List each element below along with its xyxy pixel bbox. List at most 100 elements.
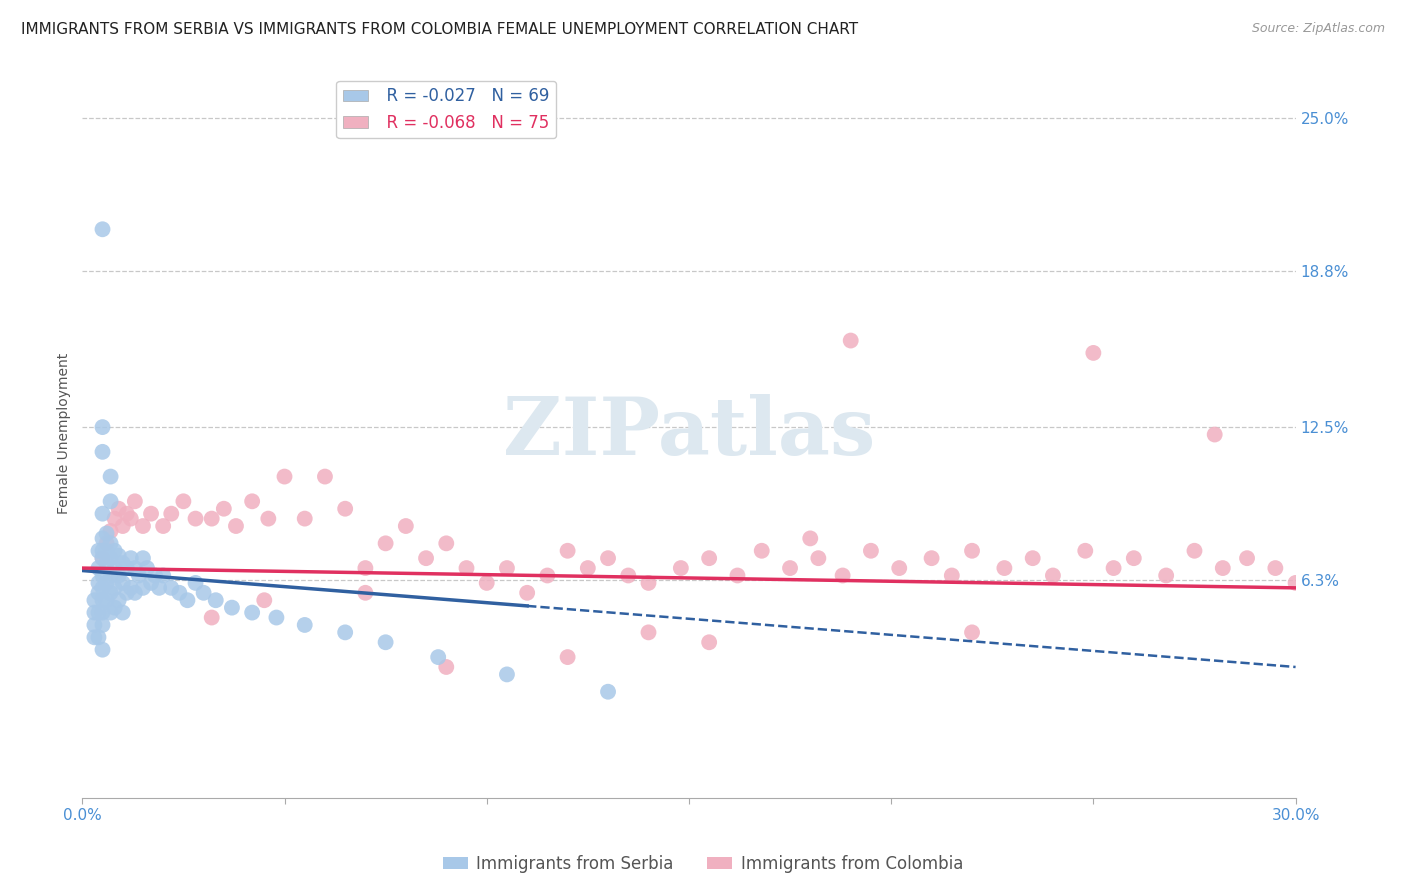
Point — [496, 667, 519, 681]
Point — [374, 635, 396, 649]
Point — [87, 543, 110, 558]
Point — [91, 222, 114, 236]
Point — [91, 420, 114, 434]
Point — [557, 543, 579, 558]
Point — [176, 593, 198, 607]
Text: ZIPatlas: ZIPatlas — [503, 394, 875, 472]
Point — [1236, 551, 1258, 566]
Point — [1102, 561, 1125, 575]
Point — [100, 524, 122, 538]
Point — [617, 568, 640, 582]
Point — [266, 610, 288, 624]
Point — [96, 593, 118, 607]
Point — [132, 519, 155, 533]
Point — [136, 561, 159, 575]
Point — [253, 593, 276, 607]
Point — [839, 334, 862, 348]
Point — [143, 568, 166, 582]
Point — [111, 556, 134, 570]
Point — [941, 568, 963, 582]
Point — [120, 581, 142, 595]
Point — [104, 600, 127, 615]
Point — [91, 606, 114, 620]
Point — [496, 561, 519, 575]
Point — [921, 551, 943, 566]
Point — [1021, 551, 1043, 566]
Point — [374, 536, 396, 550]
Point — [576, 561, 599, 575]
Point — [1154, 568, 1177, 582]
Point — [139, 575, 162, 590]
Y-axis label: Female Unemployment: Female Unemployment — [58, 352, 72, 514]
Point — [395, 519, 418, 533]
Point — [87, 586, 110, 600]
Point — [87, 561, 110, 575]
Point — [100, 536, 122, 550]
Point — [96, 556, 118, 570]
Point — [83, 630, 105, 644]
Point — [240, 494, 263, 508]
Point — [889, 561, 911, 575]
Point — [160, 507, 183, 521]
Point — [91, 642, 114, 657]
Point — [807, 551, 830, 566]
Point — [83, 606, 105, 620]
Point — [120, 511, 142, 525]
Point — [751, 543, 773, 558]
Point — [184, 575, 207, 590]
Point — [91, 593, 114, 607]
Point — [415, 551, 437, 566]
Point — [87, 630, 110, 644]
Point — [96, 536, 118, 550]
Point — [193, 586, 215, 600]
Point — [152, 568, 174, 582]
Point — [87, 575, 110, 590]
Point — [100, 469, 122, 483]
Point — [91, 568, 114, 582]
Point — [294, 618, 316, 632]
Point — [115, 586, 138, 600]
Point — [273, 469, 295, 483]
Point — [139, 507, 162, 521]
Point — [107, 593, 129, 607]
Point — [115, 561, 138, 575]
Point — [96, 526, 118, 541]
Point — [240, 606, 263, 620]
Point — [111, 575, 134, 590]
Point — [132, 581, 155, 595]
Point — [124, 561, 146, 575]
Point — [83, 618, 105, 632]
Point — [596, 551, 619, 566]
Point — [831, 568, 853, 582]
Point — [354, 561, 377, 575]
Point — [212, 501, 235, 516]
Legend:   R = -0.027   N = 69,   R = -0.068   N = 75: R = -0.027 N = 69, R = -0.068 N = 75 — [336, 80, 557, 138]
Point — [91, 507, 114, 521]
Point — [204, 593, 226, 607]
Point — [354, 586, 377, 600]
Point — [83, 593, 105, 607]
Point — [115, 507, 138, 521]
Point — [184, 511, 207, 525]
Point — [333, 625, 356, 640]
Point — [960, 543, 983, 558]
Point — [314, 469, 336, 483]
Point — [152, 519, 174, 533]
Point — [1184, 543, 1206, 558]
Point — [434, 536, 457, 550]
Point — [257, 511, 280, 525]
Point — [201, 511, 224, 525]
Text: IMMIGRANTS FROM SERBIA VS IMMIGRANTS FROM COLOMBIA FEMALE UNEMPLOYMENT CORRELATI: IMMIGRANTS FROM SERBIA VS IMMIGRANTS FRO… — [21, 22, 858, 37]
Point — [172, 494, 194, 508]
Point — [475, 575, 498, 590]
Point — [87, 606, 110, 620]
Point — [859, 543, 882, 558]
Point — [1042, 568, 1064, 582]
Point — [96, 543, 118, 558]
Point — [557, 650, 579, 665]
Point — [91, 551, 114, 566]
Point — [169, 586, 191, 600]
Point — [160, 581, 183, 595]
Point — [124, 494, 146, 508]
Point — [107, 549, 129, 563]
